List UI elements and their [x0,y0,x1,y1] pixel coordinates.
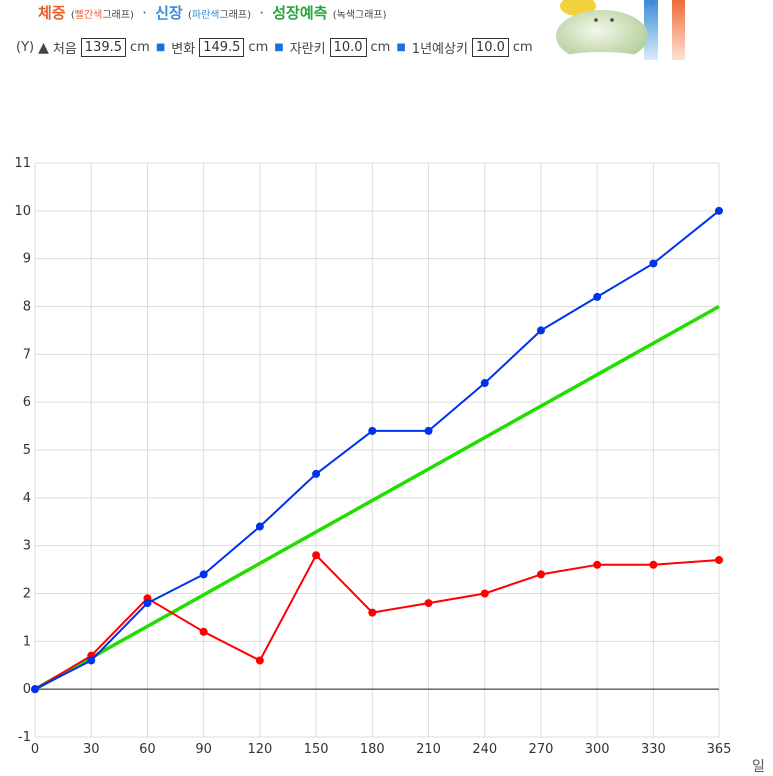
data-point-weight [536,570,545,579]
x-tick-label: 270 [529,742,554,757]
x-tick-label: 330 [641,742,666,757]
data-point-weight [255,656,264,665]
predict-height-label: 1년예상키 [411,42,468,57]
data-point-weight [312,551,321,560]
mascot-illustration [556,0,685,60]
data-point-height [424,426,433,435]
legend-predict-title: 성장예측 [272,4,328,22]
legend-separator: · [142,4,147,22]
grown-height-unit: cm [370,40,391,55]
data-point-height [368,426,377,435]
data-point-height [480,379,489,388]
legend-height-graph-word: 그래프 [219,10,248,21]
x-tick-label: 0 [31,742,39,757]
data-point-height [255,522,264,531]
x-tick-label: 365 [707,742,732,757]
legend: 체중 (빨간색그래프) · 신장 (파란색그래프) · 성장예측 (녹색그래프) [38,2,387,23]
height-inputs-bar: (Y) ▲ 처음 139.5 cm ■ 변화 149.5 cm ■ 자란키 10… [16,38,533,57]
y-tick-label: 10 [14,204,31,219]
data-point-weight [480,589,489,598]
data-point-height [593,292,602,301]
data-point-weight [715,556,723,565]
legend-height-title: 신장 [155,4,183,22]
y-tick-label: 0 [23,682,31,697]
y-tick-label: 4 [23,491,31,506]
y-tick-label: 6 [23,395,31,410]
y-tick-label: 8 [23,300,31,315]
chart-grid [34,162,720,738]
x-tick-label: 210 [416,742,441,757]
change-height-unit: cm [248,40,269,55]
x-tick-label: 300 [585,742,610,757]
x-axis-unit: 일 [752,759,765,775]
y-tick-label: 3 [23,539,31,554]
chart-series [31,206,723,694]
y-axis-label: (Y) [16,40,35,55]
data-point-height [199,570,208,579]
data-point-weight [199,627,208,636]
legend-separator: · [259,4,265,22]
grown-height-label: 자란키 [289,42,326,57]
y-tick-label: 11 [14,156,31,171]
grown-height-field[interactable]: 10.0 [329,38,367,57]
data-point-weight [368,608,377,617]
bullet-icon: ■ [274,42,284,53]
data-point-height [143,599,152,608]
predict-height-field[interactable]: 10.0 [471,38,509,57]
y-tick-label: -1 [18,730,31,745]
data-point-height [87,656,96,665]
legend-weight-note: (빨간색그래프) [70,10,134,21]
data-point-weight [649,560,658,569]
x-tick-label: 180 [360,742,385,757]
y-tick-label: 5 [23,443,31,458]
y-tick-label: 2 [23,587,31,602]
legend-height-note: (파란색그래프) [187,10,251,21]
change-height-field[interactable]: 149.5 [199,38,245,57]
y-tick-label: 1 [23,634,31,649]
data-point-weight [593,560,602,569]
up-arrow-icon: ▲ [38,39,49,56]
legend-weight-graph-word: 그래프 [102,10,130,21]
x-tick-label: 240 [472,742,497,757]
legend-weight-title: 체중 [38,4,66,22]
chart-tick-labels: 0 30 60 90 120 150 180 210 240 270 300 330 365-10123… [14,156,731,757]
data-point-height [312,469,321,478]
legend-predict-note: (녹색그래프) [332,10,387,21]
y-tick-label: 9 [23,252,31,267]
data-point-weight [424,599,433,608]
bullet-icon: ■ [396,42,406,53]
start-height-field[interactable]: 139.5 [80,38,127,57]
bullet-icon: ■ [155,42,166,53]
y-tick-label: 7 [23,347,31,362]
x-tick-label: 60 [139,742,156,757]
x-tick-label: 90 [195,742,212,757]
data-point-height [31,685,39,694]
x-tick-label: 30 [83,742,100,757]
change-height-label: 변화 [171,42,196,57]
series-line-predict [34,304,720,691]
series-line-weight [34,554,720,691]
data-point-height [536,326,545,335]
start-height-unit: cm [130,40,150,55]
x-tick-label: 120 [247,742,272,757]
x-tick-label: 150 [304,742,329,757]
data-point-height [649,259,658,268]
legend-predict-graph-word: 그래프 [355,10,383,21]
start-height-label: 처음 [52,42,77,57]
predict-height-unit: cm [512,40,533,55]
data-point-height [715,206,723,215]
